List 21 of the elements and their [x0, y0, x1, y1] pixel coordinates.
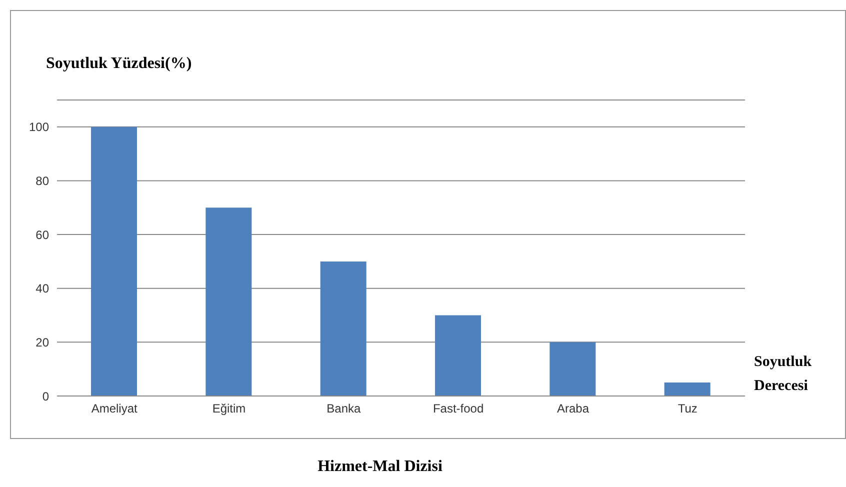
- y-tick-label: 80: [36, 174, 50, 188]
- bar: [664, 382, 710, 396]
- x-tick-label: Eğitim: [212, 402, 246, 416]
- bar: [435, 315, 481, 396]
- y-axis-title: Soyutluk Yüzdesi(%): [46, 55, 192, 73]
- bar: [320, 261, 366, 396]
- x-tick-label: Tuz: [678, 402, 698, 416]
- bar: [91, 126, 137, 396]
- y-tick-label: 0: [42, 389, 50, 404]
- bar: [206, 208, 252, 396]
- y-tick-label: 20: [36, 335, 50, 350]
- x-tick-label: Araba: [556, 402, 590, 416]
- x-tick-label: Ameliyat: [91, 402, 138, 416]
- y-tick-label: 60: [36, 228, 50, 242]
- y-tick-label: 100: [28, 120, 50, 134]
- bar: [550, 342, 596, 396]
- y-tick-label: 40: [36, 282, 50, 296]
- text: Soyutluk Derecesi: [754, 353, 813, 396]
- x-tick-label: Fast-food: [432, 402, 484, 416]
- x-axis-title: Hizmet-Mal Dizisi: [316, 458, 444, 476]
- x-tick-label: Banka: [326, 402, 362, 416]
